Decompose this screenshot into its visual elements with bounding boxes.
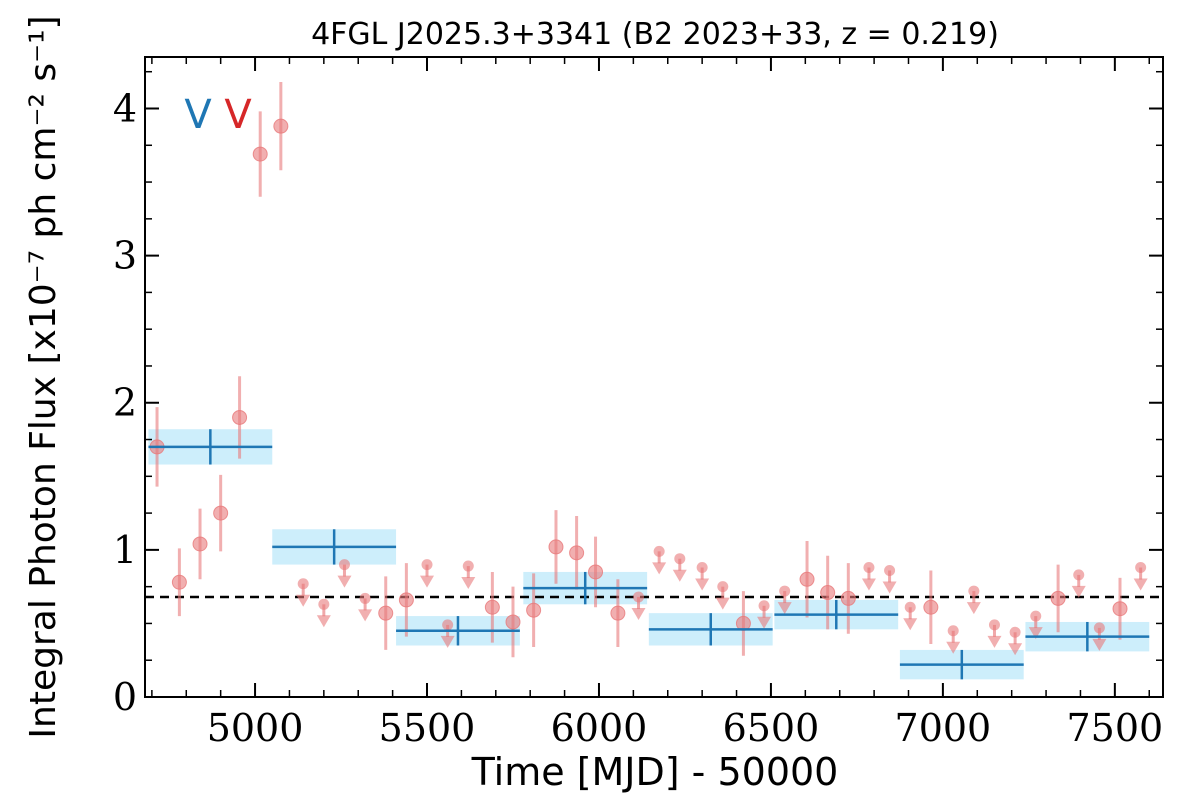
upper-limit-point [359, 592, 371, 604]
data-point [1112, 601, 1128, 617]
upper-limit-point [779, 585, 791, 597]
upper-limit-arrow [1071, 585, 1086, 598]
data-point [526, 602, 542, 618]
x-tick-label: 6000 [551, 706, 648, 750]
chart-title: 4FGL J2025.3+3341 (B2 2023+33, z = 0.219… [311, 17, 999, 52]
data-point [484, 599, 500, 615]
data-point [569, 545, 585, 561]
axis-ticks: 5000 5500 6000 6500 7000 7500 0 1 2 3 4 [113, 57, 1163, 750]
upper-limit-point [696, 562, 708, 574]
upper-limit-arrow [882, 581, 897, 594]
upper-limit-point [462, 560, 474, 572]
upper-limit-arrow [987, 635, 1002, 648]
upper-limit-point [421, 559, 433, 571]
y-tick-label: 1 [113, 528, 137, 572]
data-point [820, 585, 836, 601]
y-axis-label: Integral Photon Flux [x10⁻⁷ ph cm⁻² s⁻¹] [23, 15, 64, 738]
x-tick-label: 5000 [207, 706, 304, 750]
upper-limit-point [947, 625, 959, 637]
upper-limit-arrow [672, 569, 687, 582]
upper-limit-point [318, 598, 330, 610]
upper-limit-arrow [358, 609, 373, 622]
upper-limit-arrow [1092, 638, 1107, 651]
flag-label-red: V [224, 92, 252, 138]
upper-limit-point [338, 559, 350, 571]
upper-limit-arrow [715, 597, 730, 610]
upper-limit-arrow [631, 607, 646, 620]
upper-limit-arrow [777, 602, 792, 615]
upper-limit-point [968, 585, 980, 597]
upper-limit-point [884, 564, 896, 576]
data-point [171, 574, 187, 590]
data-point [1050, 590, 1066, 606]
x-tick-label: 7500 [1066, 706, 1163, 750]
upper-limit-point [633, 591, 645, 603]
upper-limit-point [1073, 569, 1085, 581]
y-tick-label: 3 [113, 234, 137, 278]
upper-limit-arrow [296, 594, 311, 607]
upper-limit-arrow [1133, 578, 1148, 591]
upper-limit-arrow [1028, 627, 1043, 640]
upper-limit-point [674, 553, 686, 565]
x-tick-label: 7000 [895, 706, 992, 750]
data-point [213, 505, 229, 521]
upper-limit-arrow [757, 616, 772, 629]
x-tick-label: 5500 [379, 706, 476, 750]
upper-limit-point [758, 600, 770, 612]
upper-limit-arrow [652, 562, 667, 575]
data-point [273, 118, 289, 134]
upper-limit-point [1009, 626, 1021, 638]
x-axis-label: Time [MJD] - 50000 [471, 750, 839, 794]
upper-limit-point [863, 562, 875, 574]
y-tick-label: 4 [113, 86, 137, 130]
data-point [799, 571, 815, 587]
data-point [232, 409, 248, 425]
plot-area [145, 82, 1163, 680]
data-point [548, 539, 564, 555]
upper-limit-arrow [440, 635, 455, 648]
upper-limit-point [1030, 610, 1042, 622]
y-tick-label: 2 [113, 381, 137, 425]
data-point [610, 605, 626, 621]
upper-limit-arrow [316, 615, 331, 628]
y-tick-label: 0 [113, 675, 137, 719]
upper-limit-point [442, 619, 454, 631]
upper-limit-point [1135, 562, 1147, 574]
data-point [398, 592, 414, 608]
data-point [840, 590, 856, 606]
upper-limit-point [904, 601, 916, 613]
upper-limit-arrow [461, 577, 476, 590]
upper-limit-arrow [903, 618, 918, 631]
upper-limit-arrow [337, 575, 352, 588]
upper-limit-arrow [695, 578, 710, 591]
upper-limit-point [653, 545, 665, 557]
data-point [923, 599, 939, 615]
plot-frame [144, 56, 1164, 698]
data-point [252, 146, 268, 162]
upper-limit-arrow [861, 578, 876, 591]
upper-limit-point [988, 619, 1000, 631]
upper-limit-point [717, 581, 729, 593]
x-tick-label: 6500 [723, 706, 820, 750]
data-point [588, 564, 604, 580]
flag-label-blue: V [184, 92, 212, 138]
data-point [505, 614, 521, 630]
upper-limit-arrow [946, 641, 961, 654]
upper-limit-point [1093, 622, 1105, 634]
upper-limit-point [297, 578, 309, 590]
upper-limit-arrow [1008, 643, 1023, 656]
data-point [192, 536, 208, 552]
upper-limit-arrow [420, 575, 435, 588]
data-point [378, 605, 394, 621]
upper-limit-arrow [966, 602, 981, 615]
